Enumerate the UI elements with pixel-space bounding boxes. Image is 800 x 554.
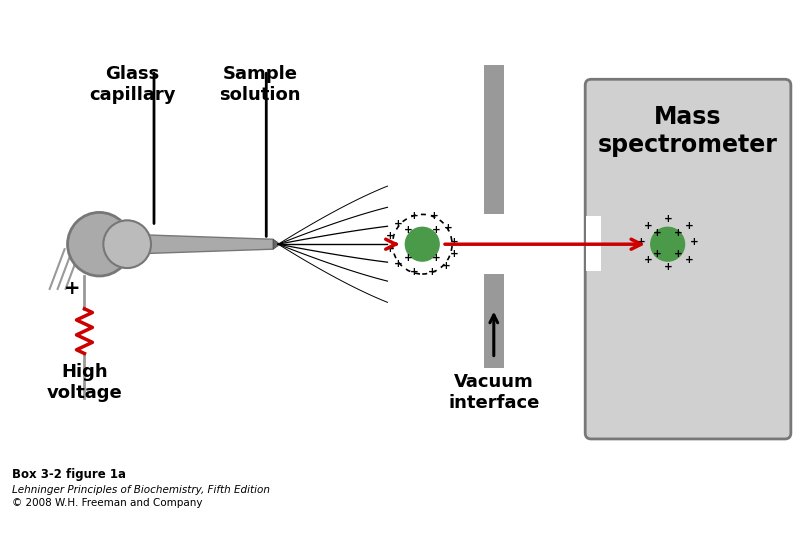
Text: +: +	[643, 255, 652, 265]
Text: © 2008 W.H. Freeman and Company: © 2008 W.H. Freeman and Company	[12, 497, 202, 507]
Text: +: +	[674, 249, 683, 259]
Text: +: +	[444, 223, 453, 233]
Text: +: +	[637, 237, 646, 247]
Bar	[484, 65, 504, 214]
Text: Mass
spectrometer: Mass spectrometer	[598, 105, 778, 157]
Text: +: +	[428, 267, 437, 277]
Text: +: +	[386, 244, 395, 254]
Text: +: +	[410, 212, 418, 222]
Polygon shape	[274, 239, 278, 249]
Text: +: +	[404, 253, 413, 263]
Text: Lehninger Principles of Biochemistry, Fifth Edition: Lehninger Principles of Biochemistry, Fi…	[12, 485, 270, 495]
Text: +: +	[394, 259, 402, 269]
Text: +: +	[690, 237, 699, 247]
Text: +: +	[664, 214, 673, 224]
Text: +: +	[432, 253, 441, 263]
Circle shape	[650, 227, 685, 261]
Text: +: +	[450, 237, 458, 247]
Text: +: +	[410, 267, 418, 277]
Bar	[586, 217, 601, 271]
Text: +: +	[430, 212, 438, 222]
Text: +: +	[654, 228, 662, 238]
Text: +: +	[64, 279, 81, 299]
FancyBboxPatch shape	[585, 79, 791, 439]
Text: +: +	[685, 222, 694, 232]
Text: +: +	[643, 222, 652, 232]
Text: +: +	[674, 228, 683, 238]
Circle shape	[103, 220, 151, 268]
Text: Vacuum
interface: Vacuum interface	[448, 373, 539, 412]
Text: +: +	[386, 231, 395, 241]
Text: +: +	[404, 225, 413, 235]
Text: +: +	[685, 255, 694, 265]
Circle shape	[67, 212, 131, 276]
Text: Box 3-2 figure 1a: Box 3-2 figure 1a	[12, 468, 126, 481]
Text: +: +	[664, 262, 673, 272]
Bar	[484, 274, 504, 338]
Circle shape	[406, 227, 439, 261]
Text: +: +	[654, 249, 662, 259]
Text: +: +	[432, 225, 441, 235]
Text: Sample
solution: Sample solution	[219, 65, 301, 104]
Text: +: +	[442, 261, 450, 271]
Bar	[484, 338, 504, 368]
Text: +: +	[394, 219, 402, 229]
Text: +: +	[450, 249, 458, 259]
Text: Glass
capillary: Glass capillary	[89, 65, 175, 104]
Polygon shape	[127, 234, 274, 254]
Text: High
voltage: High voltage	[46, 363, 122, 402]
